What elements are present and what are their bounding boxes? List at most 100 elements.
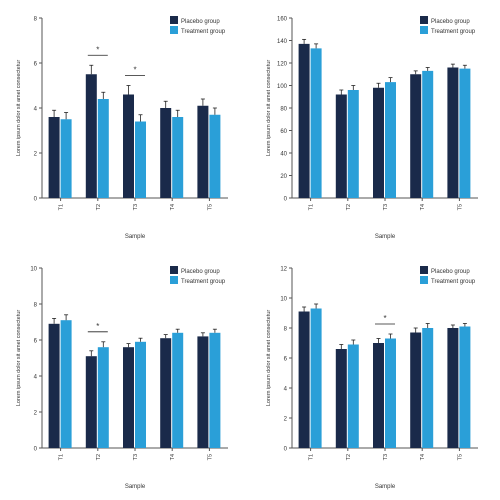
x-tick-label: T3 xyxy=(383,204,389,210)
bar-treatment xyxy=(310,48,322,198)
legend-entry: Placebo group xyxy=(431,269,470,275)
y-tick-label: 0 xyxy=(34,197,38,203)
legend-entry: Treatment group xyxy=(181,29,226,35)
y-tick-label: 140 xyxy=(277,39,288,45)
bar-treatment xyxy=(97,347,109,448)
bar-treatment xyxy=(310,308,322,448)
x-axis-label: Sample xyxy=(375,234,396,240)
bar-placebo xyxy=(197,336,209,448)
x-tick-label: T4 xyxy=(170,454,176,460)
legend-swatch xyxy=(420,16,428,24)
x-axis-label: Sample xyxy=(125,234,146,240)
x-tick-label: T4 xyxy=(170,204,176,210)
significance-marker: * xyxy=(133,66,136,75)
significance-marker: * xyxy=(96,45,99,54)
y-tick-label: 2 xyxy=(284,417,288,423)
x-tick-label: T3 xyxy=(133,454,139,460)
y-tick-label: 160 xyxy=(277,17,288,23)
y-tick-label: 4 xyxy=(284,387,288,393)
x-tick-label: T3 xyxy=(133,204,139,210)
x-tick-label: T1 xyxy=(59,454,65,460)
y-tick-label: 10 xyxy=(280,297,287,303)
bar-placebo xyxy=(373,87,384,198)
x-tick-label: T2 xyxy=(346,204,352,210)
bar-treatment xyxy=(459,68,471,198)
bar-placebo xyxy=(85,74,97,198)
y-tick-label: 0 xyxy=(284,197,288,203)
bar-placebo xyxy=(123,347,134,448)
significance-marker: * xyxy=(96,322,99,331)
significance-marker: * xyxy=(383,314,386,323)
x-tick-label: T5 xyxy=(207,204,213,210)
bar-treatment xyxy=(97,99,109,198)
bar-treatment xyxy=(422,328,434,448)
bar-treatment xyxy=(60,119,72,198)
x-tick-label: T2 xyxy=(96,204,102,210)
legend-entry: Placebo group xyxy=(181,19,220,25)
x-tick-label: T2 xyxy=(96,454,102,460)
bar-placebo xyxy=(85,356,97,448)
bar-placebo xyxy=(48,323,60,448)
y-tick-label: 12 xyxy=(280,267,287,273)
x-tick-label: T3 xyxy=(383,454,389,460)
bar-placebo xyxy=(160,338,172,448)
bar-treatment xyxy=(172,332,184,448)
bar-treatment xyxy=(172,117,184,198)
y-tick-label: 0 xyxy=(34,447,38,453)
bar-placebo xyxy=(160,108,172,198)
x-tick-label: T5 xyxy=(457,454,463,460)
y-tick-label: 4 xyxy=(34,375,38,381)
y-tick-label: 2 xyxy=(34,411,38,417)
x-tick-label: T1 xyxy=(309,454,315,460)
y-tick-label: 6 xyxy=(284,357,288,363)
bar-placebo xyxy=(298,311,310,448)
legend-swatch xyxy=(170,16,178,24)
bar-treatment xyxy=(60,320,72,448)
bar-treatment xyxy=(385,82,396,198)
bar-placebo xyxy=(373,343,384,448)
chart-panel-3: 0 2 4 6 8 10 Lorem ipsum dolor sit amet consec… xyxy=(16,266,228,490)
bar-placebo xyxy=(298,43,310,198)
bar-treatment xyxy=(209,332,221,448)
bar-treatment xyxy=(459,326,471,448)
legend-entry: Placebo group xyxy=(431,19,470,25)
x-tick-label: T1 xyxy=(59,204,65,210)
y-tick-label: 100 xyxy=(277,84,288,90)
x-tick-label: T5 xyxy=(457,204,463,210)
legend-swatch xyxy=(170,26,178,34)
bar-placebo xyxy=(335,94,347,198)
y-tick-label: 60 xyxy=(280,129,287,135)
bar-placebo xyxy=(447,67,459,198)
bar-placebo xyxy=(410,332,422,448)
y-axis-label: Lorem ipsum dolor sit amet consectetur xyxy=(16,60,22,156)
y-tick-label: 10 xyxy=(30,267,37,273)
legend-swatch xyxy=(420,26,428,34)
bar-placebo xyxy=(123,94,134,198)
x-tick-label: T1 xyxy=(309,204,315,210)
bar-treatment xyxy=(135,121,146,198)
chart-panel-2: 0 20 40 60 80 100 120 140 160 Lorem ipsum dolor s… xyxy=(266,16,478,240)
y-tick-label: 80 xyxy=(280,107,287,113)
legend-entry: Treatment group xyxy=(431,279,476,285)
legend-swatch xyxy=(170,276,178,284)
bar-placebo xyxy=(48,117,60,198)
y-tick-label: 20 xyxy=(280,174,287,180)
chart-panel-1: 0 2 4 6 8 Lorem ipsum dolor sit amet consecte… xyxy=(16,16,228,240)
x-tick-label: T4 xyxy=(420,454,426,460)
bar-treatment xyxy=(385,338,396,448)
legend-swatch xyxy=(420,276,428,284)
y-tick-label: 8 xyxy=(284,327,288,333)
y-tick-label: 40 xyxy=(280,152,287,158)
legend-entry: Placebo group xyxy=(181,269,220,275)
chart-panel-4: 0 2 4 6 8 10 12 Lorem ipsum dolor sit amet cons… xyxy=(266,266,478,490)
bar-treatment xyxy=(135,341,146,448)
bar-placebo xyxy=(410,74,422,198)
y-tick-label: 120 xyxy=(277,62,288,68)
y-tick-label: 8 xyxy=(34,303,38,309)
y-tick-label: 0 xyxy=(284,447,288,453)
bar-treatment xyxy=(347,344,359,448)
y-tick-label: 2 xyxy=(34,152,38,158)
legend-entry: Treatment group xyxy=(431,29,476,35)
x-tick-label: T4 xyxy=(420,204,426,210)
